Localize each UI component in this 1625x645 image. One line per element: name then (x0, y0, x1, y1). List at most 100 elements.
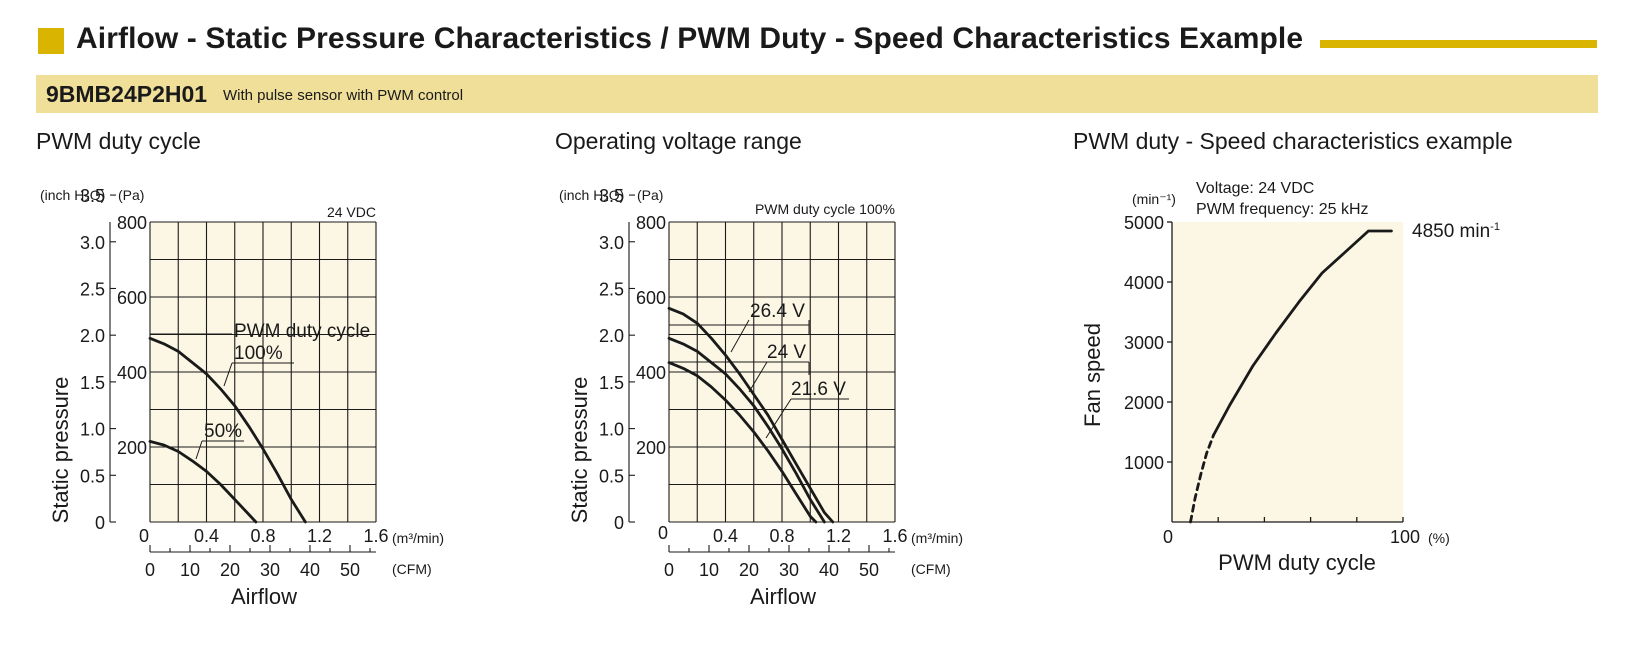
x-tick-start: 0 (1163, 527, 1173, 547)
y-tick-label-pa: 600 (636, 288, 666, 308)
x-unit-cfm: (CFM) (911, 561, 951, 577)
chart-pwm-duty-cycle: (inch H₂O) (Pa) 24 VDC Static pressure A… (40, 186, 444, 609)
x-tick-label-m3: 1.2 (826, 526, 851, 546)
plot-area (1172, 222, 1403, 522)
unit-label-pa: (Pa) (637, 187, 663, 203)
y-tick-label: 4000 (1124, 273, 1164, 293)
y-tick-label-inch: 2.0 (599, 326, 624, 346)
model-band: 9BMB24P2H01 With pulse sensor with PWM c… (36, 75, 1598, 113)
series-label-21-6v: 21.6 V (791, 379, 846, 400)
x-tick-label-cfm: 40 (300, 560, 320, 580)
y-tick-label-inch: 0.5 (599, 466, 624, 486)
y-tick-label-inch: 1.0 (80, 420, 105, 440)
y-tick-label-pa: 400 (636, 363, 666, 383)
legend-title: PWM duty cycle (234, 321, 370, 342)
series-line-2 (667, 361, 818, 524)
speed-curve-dashed (1189, 433, 1215, 524)
max-speed-superscript: -1 (1490, 221, 1500, 233)
y-axis-title: Static pressure (48, 377, 73, 524)
x-tick-label-m3: 1.6 (882, 526, 907, 546)
y-axis-title: Fan speed (1080, 323, 1105, 427)
y-tick-label-pa: 600 (117, 288, 147, 308)
x-origin-label: 0 (139, 526, 149, 546)
x-tick-label-cfm: 20 (739, 560, 759, 580)
max-speed-value: 4850 min (1412, 221, 1490, 242)
x-tick-label-cfm: 30 (779, 560, 799, 580)
x-tick-label-m3: 1.6 (363, 526, 388, 546)
series-line-1 (148, 440, 258, 524)
section-title-voltage: Operating voltage range (555, 128, 802, 154)
y-tick-label-inch: 1.5 (80, 373, 105, 393)
x-unit-m3: (m³/min) (392, 530, 444, 546)
x-tick-label-m3: 0.8 (769, 526, 794, 546)
x-tick-label-cfm: 30 (260, 560, 280, 580)
x-tick-label-cfm: 0 (145, 560, 155, 580)
x-tick-end: 100 (1390, 527, 1420, 547)
x-unit-cfm: (CFM) (392, 561, 432, 577)
unit-label-inch: (inch H₂O) (559, 187, 624, 203)
x-tick-label-cfm: 20 (220, 560, 240, 580)
y-tick-label: 5000 (1124, 213, 1164, 233)
axes: 1000 2000 3000 4000 5000 (1124, 213, 1404, 523)
x-unit-label: (%) (1428, 530, 1450, 546)
y-tick-label-inch: 0 (95, 513, 105, 533)
y-unit-label: (min⁻¹) (1132, 191, 1176, 207)
y-tick-label: 1000 (1124, 453, 1164, 473)
y-tick-label-inch: 3.5 (80, 186, 105, 206)
condition-voltage: Voltage: 24 VDC (1196, 180, 1314, 197)
unit-label-inch: (inch H₂O) (40, 187, 105, 203)
x-axis-title: Airflow (750, 584, 816, 609)
x-tick-label-m3: 0.8 (250, 526, 275, 546)
leader-lines (669, 319, 849, 439)
max-speed-label: 4850 min-1 (1412, 221, 1500, 242)
title-marker (38, 28, 64, 54)
model-description: With pulse sensor with PWM control (223, 87, 464, 104)
x-tick-label-m3: 0.4 (713, 526, 738, 546)
x-tick-label-m3: 0.4 (194, 526, 219, 546)
series-label-24v: 24 V (767, 342, 806, 363)
chart-voltage-range: (inch H₂O) (Pa) PWM duty cycle 100% Stat… (559, 186, 963, 609)
y-tick-label-pa: 400 (117, 363, 147, 383)
x-axis-title: Airflow (231, 584, 297, 609)
y-tick-label-pa: 200 (636, 438, 666, 458)
y-axis-title: Static pressure (567, 377, 592, 524)
model-name: 9BMB24P2H01 (46, 81, 208, 107)
y-tick-label-inch: 1.5 (599, 373, 624, 393)
x-tick-label-cfm: 50 (859, 560, 879, 580)
x-tick-label-cfm: 0 (664, 560, 674, 580)
x-tick-label-cfm: 10 (180, 560, 200, 580)
y-tick-label-inch: 2.0 (80, 326, 105, 346)
y-tick-label-inch: 1.0 (599, 420, 624, 440)
y-tick-label-inch: 0.5 (80, 466, 105, 486)
y-tick-label-inch: 0 (614, 513, 624, 533)
y-tick-label: 2000 (1124, 393, 1164, 413)
series-label-50: 50% (204, 421, 242, 442)
x-unit-m3: (m³/min) (911, 530, 963, 546)
leader-lines (150, 333, 294, 460)
y-tick-label-inch: 2.5 (80, 279, 105, 299)
section-title-pwm: PWM duty cycle (36, 128, 201, 154)
series-label-26-4v: 26.4 V (750, 301, 805, 322)
grid (149, 221, 377, 523)
series-line-0 (667, 306, 835, 524)
unit-label-pa: (Pa) (118, 187, 144, 203)
page-title: Airflow - Static Pressure Characteristic… (76, 22, 1304, 55)
title-rule (1320, 40, 1597, 48)
y-tick-label-inch: 3.0 (599, 233, 624, 253)
y-tick-label-inch: 3.5 (599, 186, 624, 206)
x-tick-label-cfm: 40 (819, 560, 839, 580)
series-line-0 (148, 336, 307, 524)
y-tick-label: 3000 (1124, 333, 1164, 353)
condition-label: 24 VDC (327, 204, 376, 220)
chart-speed: Voltage: 24 VDC PWM frequency: 25 kHz (m… (1080, 180, 1500, 575)
series-label-100: 100% (234, 343, 283, 364)
y-tick-label-inch: 2.5 (599, 279, 624, 299)
x-tick-label-cfm: 50 (340, 560, 360, 580)
speed-curve-solid (1212, 229, 1393, 437)
series-line-1 (667, 336, 826, 524)
y-tick-label-pa: 200 (117, 438, 147, 458)
section-title-speed: PWM duty - Speed characteristics example (1073, 128, 1513, 154)
condition-frequency: PWM frequency: 25 kHz (1196, 201, 1369, 218)
